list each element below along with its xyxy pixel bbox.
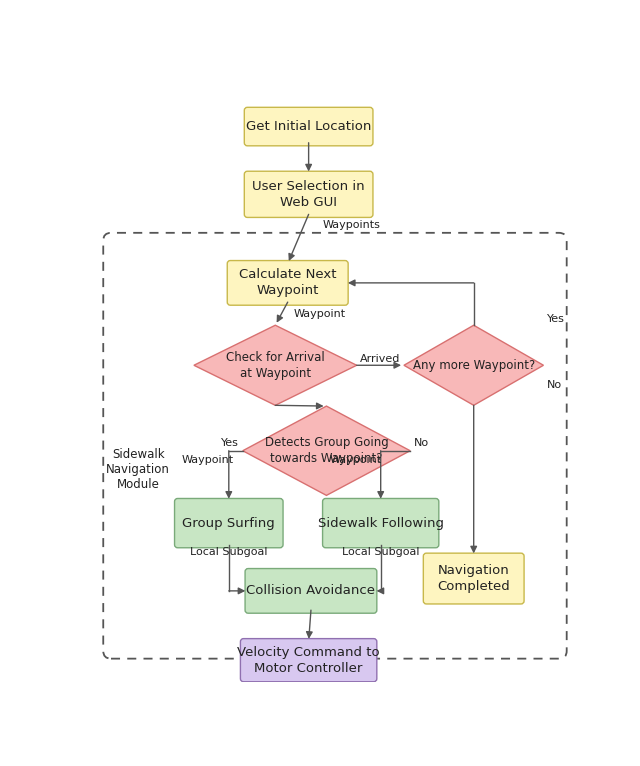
FancyBboxPatch shape xyxy=(175,499,283,548)
Text: Sidewalk
Navigation
Module: Sidewalk Navigation Module xyxy=(106,447,170,491)
Text: Group Surfing: Group Surfing xyxy=(182,516,275,529)
Text: Waypoints: Waypoints xyxy=(323,220,380,230)
Text: No: No xyxy=(414,438,429,448)
Text: Any more Waypoint?: Any more Waypoint? xyxy=(413,358,535,372)
Text: Check for Arrival
at Waypoint: Check for Arrival at Waypoint xyxy=(226,351,324,380)
Text: Collision Avoidance: Collision Avoidance xyxy=(246,584,376,597)
Polygon shape xyxy=(194,326,356,405)
FancyBboxPatch shape xyxy=(245,568,377,614)
FancyBboxPatch shape xyxy=(227,260,348,305)
FancyBboxPatch shape xyxy=(241,639,377,682)
Text: Detects Group Going
towards Waypoint?: Detects Group Going towards Waypoint? xyxy=(264,437,388,465)
FancyBboxPatch shape xyxy=(323,499,439,548)
FancyBboxPatch shape xyxy=(244,107,373,146)
Text: User Selection in
Web GUI: User Selection in Web GUI xyxy=(252,180,365,209)
Text: No: No xyxy=(547,380,562,391)
Text: Navigation
Completed: Navigation Completed xyxy=(437,564,510,593)
Text: Velocity Command to
Motor Controller: Velocity Command to Motor Controller xyxy=(237,646,380,675)
Text: Waypoint: Waypoint xyxy=(294,309,346,319)
Text: Get Initial Location: Get Initial Location xyxy=(246,120,371,133)
FancyBboxPatch shape xyxy=(423,553,524,604)
FancyBboxPatch shape xyxy=(244,172,373,218)
Polygon shape xyxy=(243,406,410,496)
Text: Sidewalk Following: Sidewalk Following xyxy=(317,516,444,529)
Text: Yes: Yes xyxy=(547,314,564,324)
Text: Arrived: Arrived xyxy=(360,354,401,364)
Text: Yes: Yes xyxy=(221,438,239,448)
Text: Local Subgoal: Local Subgoal xyxy=(190,548,268,558)
Text: Waypoint: Waypoint xyxy=(330,455,381,465)
Text: Local Subgoal: Local Subgoal xyxy=(342,548,419,558)
Polygon shape xyxy=(404,326,543,405)
Text: Calculate Next
Waypoint: Calculate Next Waypoint xyxy=(239,268,337,297)
Text: Waypoint: Waypoint xyxy=(182,455,234,465)
